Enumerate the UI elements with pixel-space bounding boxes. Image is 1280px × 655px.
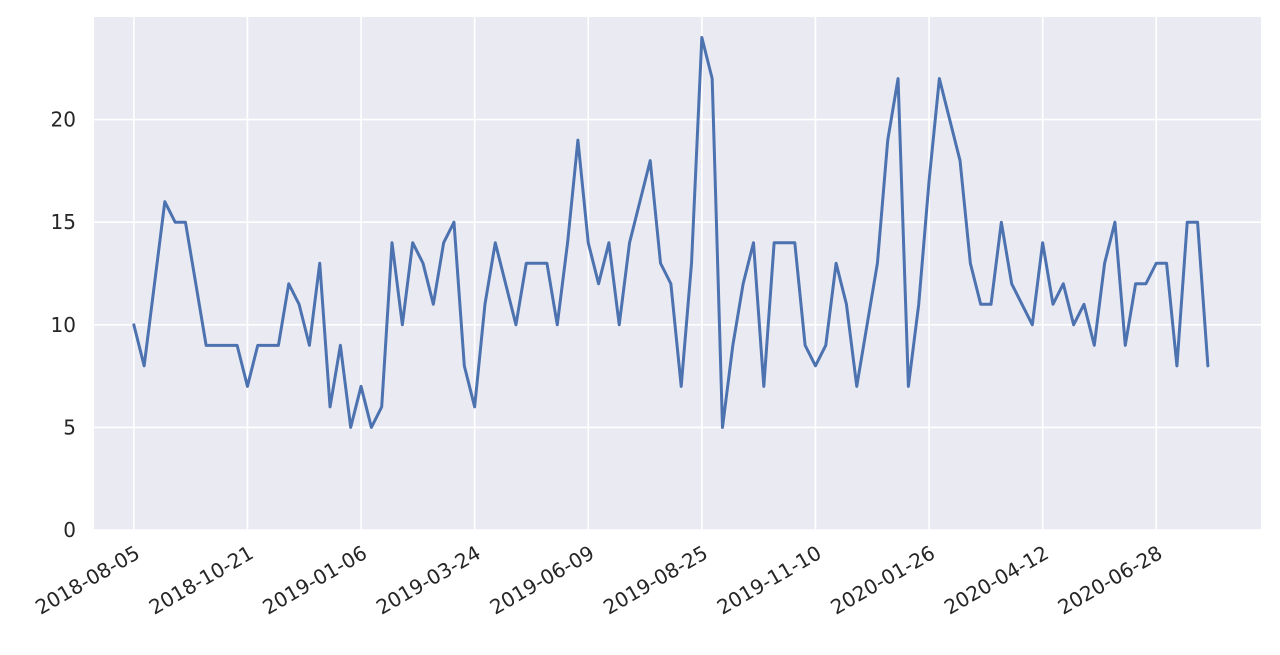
x-grid (133, 17, 1158, 530)
x-tick-label-3: 2019-03-24 (372, 541, 485, 620)
x-tick-label-0: 2018-08-05 (31, 541, 144, 620)
plot-background (94, 17, 1261, 530)
y-grid (94, 118, 1261, 531)
series-line-0 (132, 36, 1210, 429)
y-tick-label-2: 10 (51, 313, 76, 337)
y-tick-label-3: 15 (51, 210, 76, 234)
x-tick-label-7: 2020-01-26 (826, 541, 939, 620)
x-tick-label-1: 2018-10-21 (145, 541, 258, 620)
x-tick-labels: 2018-08-05 2018-10-21 2019-01-06 2019-03-24… (31, 541, 1166, 620)
y-tick-label-4: 20 (51, 108, 76, 132)
y-tick-label-1: 5 (63, 415, 76, 439)
y-tick-label-0: 0 (63, 518, 76, 542)
x-tick-label-6: 2019-11-10 (713, 541, 826, 620)
x-tick-label-9: 2020-06-28 (1054, 541, 1167, 620)
x-tick-label-2: 2019-01-06 (258, 541, 371, 620)
x-tick-label-5: 2019-08-25 (599, 541, 712, 620)
x-tick-label-8: 2020-04-12 (940, 541, 1053, 620)
y-tick-labels: 0 5 10 15 20 (51, 108, 76, 542)
x-tick-label-4: 2019-06-09 (486, 541, 599, 620)
series-group (132, 36, 1210, 429)
